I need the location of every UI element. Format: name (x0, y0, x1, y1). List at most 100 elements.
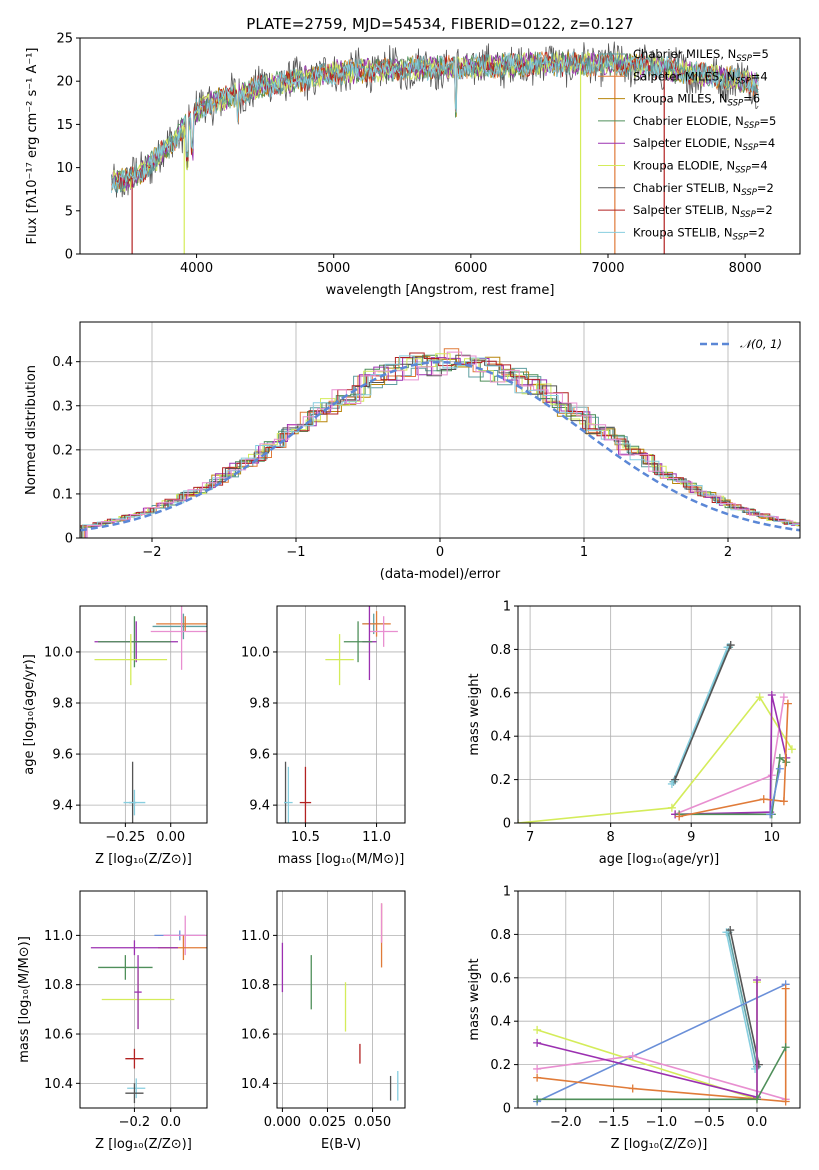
x-tick-label: 9 (687, 830, 695, 845)
errorbar-group (90, 915, 207, 1104)
y-tick-label: 10 (56, 161, 73, 176)
legend-entry: Kroupa STELIB, NSSP=2 (633, 225, 765, 242)
weight-point (781, 1097, 790, 1106)
y-tick-label: 20 (56, 75, 73, 90)
x-tick-label: 0.000 (264, 1115, 301, 1130)
histogram-series (80, 354, 800, 528)
x-tick-label: −1.0 (646, 1115, 678, 1130)
weight-line (674, 644, 732, 780)
x-axis-label: E(B-V) (321, 1137, 361, 1152)
weight-point (726, 641, 735, 650)
x-tick-label: 0.0 (160, 1115, 181, 1130)
x-tick-label: 2 (724, 545, 732, 560)
weight-point (775, 753, 784, 762)
weight-point (759, 795, 768, 804)
spectrum-line (111, 51, 759, 193)
y-tick-label: 9.4 (249, 799, 270, 814)
y-tick-label: 10.8 (44, 978, 73, 993)
weight-line (727, 932, 758, 1067)
y-tick-label: 9.4 (52, 799, 73, 814)
weight-point (671, 775, 680, 784)
x-axis-label: Z [log₁₀(Z/Z⊙)] (95, 1137, 192, 1152)
y-tick-label: 10.4 (44, 1077, 73, 1092)
y-tick-label: 0.6 (490, 686, 511, 701)
histogram-series (81, 355, 800, 538)
y-axis-label: Flux [fλ10⁻¹⁷ erg cm⁻² s⁻¹ A⁻¹] (25, 48, 40, 245)
weight-lines (518, 641, 796, 823)
weight-point (533, 1073, 542, 1082)
weight-point (775, 764, 784, 773)
legend-entry: Chabrier STELIB, NSSP=2 (633, 181, 774, 198)
weight-point (787, 745, 796, 754)
x-tick-label: 4000 (180, 261, 213, 276)
y-tick-label: 0 (65, 248, 73, 263)
weight-lines (533, 926, 790, 1106)
weight-point (783, 699, 792, 708)
y-tick-label: 0 (65, 532, 73, 547)
weight-line (729, 929, 760, 1065)
weight-point (755, 693, 764, 702)
histogram-series (80, 353, 800, 528)
weight-point (779, 693, 788, 702)
y-tick-label: 0.4 (490, 730, 511, 745)
y-tick-label: 0.2 (490, 1058, 511, 1073)
y-tick-label: 0.6 (490, 971, 511, 986)
y-axis-label: mass weight (467, 958, 482, 1040)
x-tick-label: 10 (764, 830, 781, 845)
y-tick-label: 10.6 (241, 1028, 270, 1043)
weight-point (766, 810, 775, 819)
x-tick-label: −0.25 (105, 830, 145, 845)
weight-point (752, 975, 761, 984)
y-tick-label: 0.8 (490, 643, 511, 658)
plot-frame (276, 890, 406, 1109)
y-tick-label: 10.0 (241, 645, 270, 660)
plot-frame (79, 321, 801, 539)
y-tick-label: 9.8 (249, 697, 270, 712)
y-tick-label: 10.0 (44, 645, 73, 660)
weight-line (536, 980, 758, 1099)
y-tick-label: 0 (503, 817, 511, 832)
plot-frame (517, 890, 801, 1109)
histogram-series (85, 357, 800, 538)
histogram-series (82, 355, 800, 538)
legend-entry: Chabrier MILES, NSSP=5 (633, 47, 769, 64)
y-tick-label: 10.4 (241, 1077, 270, 1092)
age-vs-mass-panel: 10.5 11.0 9.4 9.6 9.8 10.0 mass [log₁₀(M/M⊙)] (241, 605, 406, 867)
y-tick-label: 11.0 (44, 929, 73, 944)
y-tick-label: 1 (503, 885, 511, 900)
weight-line (518, 695, 793, 823)
x-tick-label: 0 (436, 545, 444, 560)
histogram-series (80, 354, 800, 538)
spectrum-lines (111, 41, 759, 254)
weight-point (779, 797, 788, 806)
y-tick-label: 0.8 (490, 928, 511, 943)
y-tick-label: 9.8 (52, 697, 73, 712)
y-axis-label: mass [log₁₀(M/M⊙)] (17, 936, 32, 1063)
errorbar-group (284, 606, 398, 823)
y-tick-label: 9.6 (249, 748, 270, 763)
weight-point (767, 690, 776, 699)
plot-frame (79, 890, 208, 1109)
weight-line (671, 646, 729, 785)
histogram-series (86, 351, 800, 538)
weight-vs-Z-panel: −2.0 −1.5 −1.0 −0.5 0.0 0 0.2 0.4 0.6 0.8 1 Z [log₁… (467, 885, 801, 1152)
y-tick-label: 5 (65, 204, 73, 219)
y-axis-label: mass weight (467, 673, 482, 755)
x-tick-label: 8000 (729, 261, 762, 276)
age-vs-Z-panel: −0.25 0.00 9.4 9.6 9.8 10.0 Z [log₁₀(Z/Z⊙)] age… (22, 605, 208, 867)
y-tick-label: 0.2 (490, 773, 511, 788)
plot-frame (79, 605, 208, 824)
x-tick-label: 11.0 (362, 830, 391, 845)
chart-title: PLATE=2759, MJD=54534, FIBERID=0122, z=0… (246, 15, 633, 33)
x-tick-label: 0.025 (309, 1115, 346, 1130)
mass-vs-Z-panel: −0.2 0.0 10.4 10.6 10.8 11.0 Z [log₁₀(Z/Z⊙)] ma… (17, 890, 208, 1152)
weight-point (533, 1064, 542, 1073)
x-tick-label: 5000 (317, 261, 350, 276)
y-axis-label: Normed distribution (24, 365, 39, 495)
legend-entry: Chabrier ELODIE, NSSP=5 (633, 114, 776, 131)
mass-vs-EBV-panel: 0.000 0.025 0.050 10.4 10.6 10.8 11.0 E(B-V) (241, 890, 406, 1152)
y-tick-label: 0.1 (52, 487, 73, 502)
weight-point (533, 1038, 542, 1047)
spectrum-legend: Chabrier MILES, NSSP=5 Salpeter MILES, NS… (598, 47, 776, 242)
